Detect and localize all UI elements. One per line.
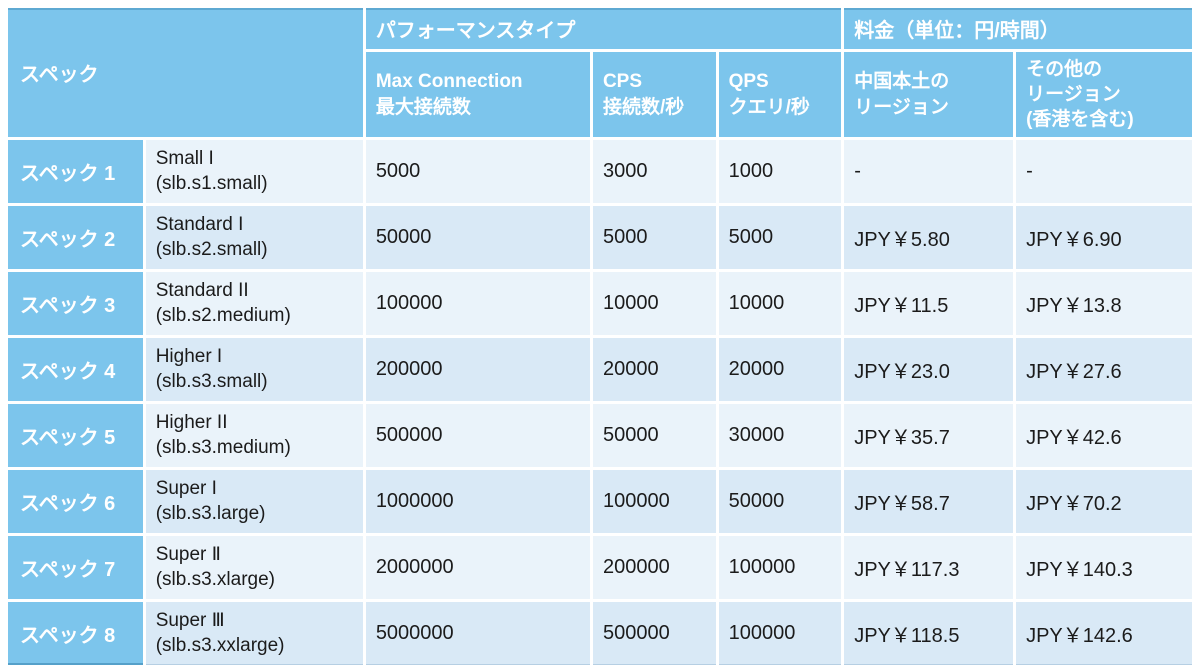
column-group-price: 料金（単位：円/時間） [844, 8, 1192, 49]
price-mainland-china-value: JPY￥11.5 [844, 272, 1014, 335]
column-group-performance-type: パフォーマンスタイプ [365, 8, 842, 49]
price-mainland-china-value: - [844, 140, 1014, 203]
spec-label: スペック 8 [8, 602, 143, 665]
cps-value: 100000 [592, 470, 716, 533]
table-row: スペック 5 Higher II (slb.s3.medium) 500000 … [8, 404, 1192, 467]
spec-label: スペック 2 [8, 206, 143, 269]
price-other-regions-value: JPY￥27.6 [1016, 338, 1192, 401]
max-connection-value: 500000 [365, 404, 590, 467]
spec-name: Super Ⅱ (slb.s3.xlarge) [145, 536, 363, 599]
spec-label: スペック 1 [8, 140, 143, 203]
column-header-price-mainland-china: 中国本土の リージョン [844, 52, 1014, 137]
cps-value: 10000 [592, 272, 716, 335]
price-mainland-china-value: JPY￥118.5 [844, 602, 1014, 665]
table-header: スペック パフォーマンスタイプ 料金（単位：円/時間） Max Connecti… [8, 8, 1192, 137]
spec-label: スペック 4 [8, 338, 143, 401]
cps-value: 500000 [592, 602, 716, 665]
spec-name: Higher II (slb.s3.medium) [145, 404, 363, 467]
cps-value: 50000 [592, 404, 716, 467]
price-mainland-china-value: JPY￥23.0 [844, 338, 1014, 401]
spec-name: Super I (slb.s3.large) [145, 470, 363, 533]
qps-value: 100000 [718, 536, 842, 599]
price-other-regions-value: - [1016, 140, 1192, 203]
price-other-regions-value: JPY￥140.3 [1016, 536, 1192, 599]
spec-label: スペック 3 [8, 272, 143, 335]
max-connection-value: 200000 [365, 338, 590, 401]
spec-name: Small I (slb.s1.small) [145, 140, 363, 203]
max-connection-value: 5000000 [365, 602, 590, 665]
qps-value: 50000 [718, 470, 842, 533]
column-header-spec: スペック [8, 8, 363, 137]
column-header-cps: CPS 接続数/秒 [592, 52, 716, 137]
price-other-regions-value: JPY￥6.90 [1016, 206, 1192, 269]
column-header-price-other-regions: その他の リージョン (香港を含む) [1016, 52, 1192, 137]
price-mainland-china-value: JPY￥58.7 [844, 470, 1014, 533]
table-body: スペック 1 Small I (slb.s1.small) 5000 3000 … [8, 140, 1192, 665]
table-row: スペック 3 Standard II (slb.s2.medium) 10000… [8, 272, 1192, 335]
price-mainland-china-value: JPY￥117.3 [844, 536, 1014, 599]
column-header-qps: QPS クエリ/秒 [718, 52, 842, 137]
table-row: スペック 7 Super Ⅱ (slb.s3.xlarge) 2000000 2… [8, 536, 1192, 599]
spec-label: スペック 7 [8, 536, 143, 599]
price-mainland-china-value: JPY￥35.7 [844, 404, 1014, 467]
qps-value: 1000 [718, 140, 842, 203]
price-other-regions-value: JPY￥142.6 [1016, 602, 1192, 665]
price-other-regions-value: JPY￥42.6 [1016, 404, 1192, 467]
price-other-regions-value: JPY￥13.8 [1016, 272, 1192, 335]
cps-value: 200000 [592, 536, 716, 599]
qps-value: 5000 [718, 206, 842, 269]
table-row: スペック 2 Standard I (slb.s2.small) 50000 5… [8, 206, 1192, 269]
table-row: スペック 6 Super I (slb.s3.large) 1000000 10… [8, 470, 1192, 533]
price-mainland-china-value: JPY￥5.80 [844, 206, 1014, 269]
max-connection-value: 100000 [365, 272, 590, 335]
max-connection-value: 5000 [365, 140, 590, 203]
price-other-regions-value: JPY￥70.2 [1016, 470, 1192, 533]
slb-spec-price-table: スペック パフォーマンスタイプ 料金（単位：円/時間） Max Connecti… [5, 5, 1195, 668]
spec-name: Higher I (slb.s3.small) [145, 338, 363, 401]
table-row: スペック 4 Higher I (slb.s3.small) 200000 20… [8, 338, 1192, 401]
qps-value: 30000 [718, 404, 842, 467]
spec-label: スペック 5 [8, 404, 143, 467]
header-sub-row: Max Connection 最大接続数 CPS 接続数/秒 QPS クエリ/秒… [8, 52, 1192, 137]
qps-value: 100000 [718, 602, 842, 665]
table-row: スペック 1 Small I (slb.s1.small) 5000 3000 … [8, 140, 1192, 203]
header-group-row: スペック パフォーマンスタイプ 料金（単位：円/時間） [8, 8, 1192, 137]
max-connection-value: 50000 [365, 206, 590, 269]
qps-value: 20000 [718, 338, 842, 401]
spec-name: Super Ⅲ (slb.s3.xxlarge) [145, 602, 363, 665]
max-connection-value: 2000000 [365, 536, 590, 599]
cps-value: 5000 [592, 206, 716, 269]
cps-value: 3000 [592, 140, 716, 203]
spec-label: スペック 6 [8, 470, 143, 533]
cps-value: 20000 [592, 338, 716, 401]
table-row: スペック 8 Super Ⅲ (slb.s3.xxlarge) 5000000 … [8, 602, 1192, 665]
column-header-max-connection: Max Connection 最大接続数 [365, 52, 590, 137]
qps-value: 10000 [718, 272, 842, 335]
spec-name: Standard II (slb.s2.medium) [145, 272, 363, 335]
max-connection-value: 1000000 [365, 470, 590, 533]
spec-name: Standard I (slb.s2.small) [145, 206, 363, 269]
